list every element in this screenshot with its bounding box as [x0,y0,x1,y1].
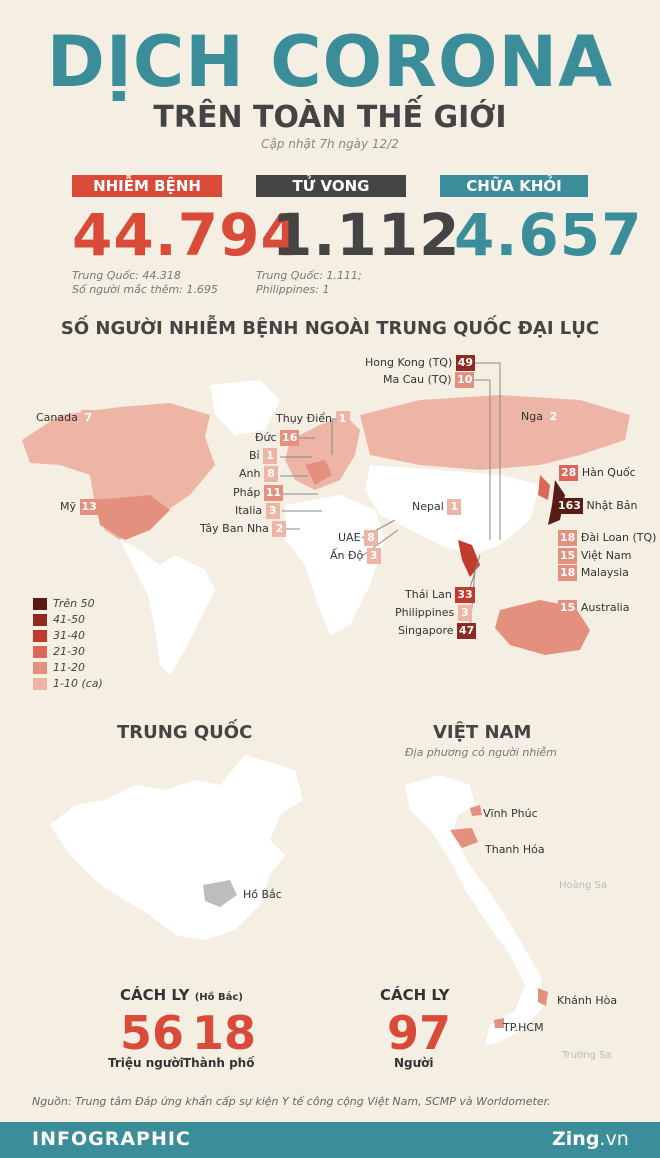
china-cities-label: Thành phố [183,1056,255,1070]
legend-item: 21-30 [33,645,103,661]
recovered-value: 4.657 [454,201,643,269]
label-south-korea: 28 Hàn Quốc [559,465,636,481]
legend-item: 11-20 [33,661,103,677]
label-nepal: Nepal 1 [412,499,462,515]
tphcm-label: TP.HCM [503,1021,544,1034]
label-france: Pháp 11 [233,485,284,501]
germany-france-shape [305,460,332,485]
vietnam-quarantine-value: 97 [387,1006,452,1060]
korea-shape [538,475,550,500]
vietnam-map [405,775,548,1045]
brand-logo: Zing.vn [552,1128,629,1150]
vinh-phuc-shape [470,805,482,816]
europe-shape [285,415,360,490]
deaths-value: 1.112 [272,201,461,269]
label-italy: Italia 3 [235,503,280,519]
thanh-hoa-label: Thanh Hóa [485,843,545,856]
label-uk: Anh 8 [239,466,278,482]
source-note: Nguồn: Trung tâm Đáp ứng khẩn cấp sự kiệ… [32,1095,551,1108]
china-quarantine-label: CÁCH LY (Hồ Bắc) [120,986,243,1004]
map-legend: Trên 50 41-50 31-40 21-30 11-20 1-10 (ca… [33,597,103,693]
label-hong-kong: Hong Kong (TQ) 49 [365,355,476,371]
vietnam-subtitle: Địa phương có người nhiễm [405,746,557,759]
label-singapore: Singapore 47 [398,623,477,639]
africa-shape [285,495,385,635]
infected-note-2: Số người mắc thêm: 1.695 [72,283,218,296]
infected-label: NHIỄM BỆNH [72,175,222,197]
legend-item: 41-50 [33,613,103,629]
deaths-label: TỬ VONG [256,175,406,197]
label-thailand: Thái Lan 33 [405,587,475,603]
russia-shape [360,395,630,470]
vietnam-quarantine-label: CÁCH LY [380,986,450,1004]
update-time: Cập nhật 7h ngày 12/2 [261,137,399,151]
world-map-title: SỐ NGƯỜI NHIỄM BỆNH NGOÀI TRUNG QUỐC ĐẠI… [60,318,600,339]
vietnam-title: VIỆT NAM [433,722,532,743]
label-ma-cau: Ma Cau (TQ) 10 [383,372,475,388]
deaths-stat: TỬ VONG 1.112 Trung Quốc: 1.111; Philipp… [256,175,461,297]
label-uae: UAE 8 [338,530,379,546]
label-japan: 163 Nhật Bản [556,498,638,514]
deaths-note-2: Philippines: 1 [256,283,330,296]
label-vietnam: 15 Việt Nam [558,548,632,564]
label-spain: Tây Ban Nha 2 [200,521,287,537]
legend-item: 1-10 (ca) [33,677,103,693]
footer-bar: INFOGRAPHIC Zing.vn [0,1122,660,1158]
china-map [50,755,303,940]
china-cities-value: 18 [192,1006,257,1060]
thailand-shape [458,540,480,577]
label-australia: 15 Australia [558,600,630,616]
thanh-hoa-shape [450,828,478,848]
south-america-shape [120,540,215,675]
label-usa: Mỹ 13 [60,499,99,515]
infected-note-1: Trung Quốc: 44.318 [72,269,181,282]
hubei-label: Hồ Bắc [243,888,282,901]
page-subtitle: TRÊN TOÀN THẾ GIỚI [153,100,507,135]
label-sweden: Thụy Điển 1 [276,411,350,427]
infected-value: 44.794 [72,201,302,269]
label-taiwan: 18 Đài Loan (TQ) [558,530,657,546]
north-america-shape [22,403,215,540]
legend-item: Trên 50 [33,597,103,613]
label-canada: Canada 7 [36,410,96,426]
china-people-label: Triệu người [108,1056,184,1070]
footer-label: INFOGRAPHIC [32,1128,191,1150]
hoang-sa-label: Hoàng Sa [559,880,608,891]
recovered-stat: CHỮA KHỎI 4.657 [440,175,643,269]
china-title: TRUNG QUỐC [117,722,253,743]
china-shape [50,755,303,940]
label-malaysia: 18 Malaysia [558,565,629,581]
hubei-shape [203,880,237,907]
infected-stat: NHIỄM BỆNH 44.794 Trung Quốc: 44.318 Số … [72,175,302,297]
label-india: Ấn Độ 3 [330,548,381,564]
recovered-label: CHỮA KHỎI [440,175,588,197]
tphcm-shape [494,1018,504,1028]
label-belgium: Bỉ 1 [249,448,278,464]
truong-sa-label: Trường Sa [562,1050,612,1061]
label-russia: Nga 2 [521,409,561,425]
usa-shape [95,495,170,540]
page-title: DỊCH CORONA [46,21,614,103]
deaths-note-1: Trung Quốc: 1.111; [256,269,362,282]
vietnam-shape [405,775,545,1045]
legend-item: 31-40 [33,629,103,645]
khanh-hoa-shape [538,988,548,1006]
khanh-hoa-label: Khánh Hòa [557,994,618,1007]
vinh-phuc-label: Vĩnh Phúc [483,807,538,820]
label-philippines: Philippines 3 [395,605,472,621]
vietnam-quarantine-label-unit: Người [394,1056,434,1070]
label-germany: Đức 16 [255,430,300,446]
china-people-value: 56 [120,1006,185,1060]
greenland-shape [210,380,280,435]
